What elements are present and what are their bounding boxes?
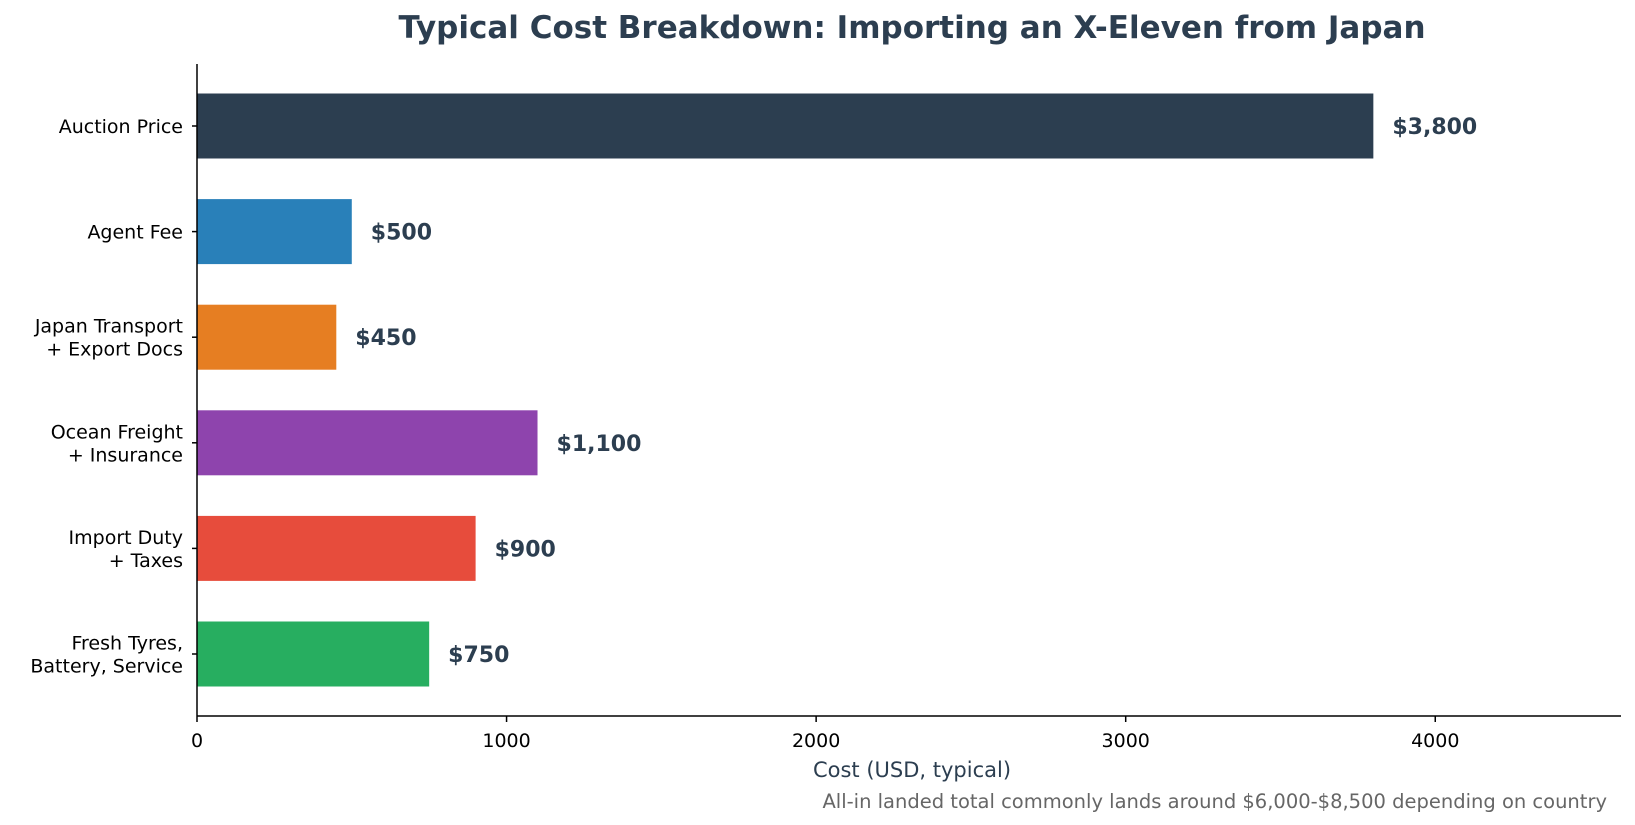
x-tick-label: 3000 <box>1102 730 1150 752</box>
bar <box>197 621 430 687</box>
value-label: $3,800 <box>1392 115 1477 140</box>
bar <box>197 93 1374 159</box>
x-axis: 0 1000 2000 3000 4000 <box>191 715 1621 752</box>
category-label: Ocean Freight + Insurance <box>51 421 183 466</box>
chart-title: Typical Cost Breakdown: Importing an X-E… <box>398 10 1425 46</box>
category-label: Agent Fee <box>87 222 183 244</box>
bar <box>197 410 538 476</box>
category-label: Japan Transport + Export Docs <box>34 316 183 361</box>
category-labels: Auction Price Agent Fee Japan Transport + E… <box>30 116 197 678</box>
bar <box>197 515 476 581</box>
x-tick-label: 0 <box>191 730 203 752</box>
bar <box>197 199 352 265</box>
category-label: Fresh Tyres, Battery, Service <box>30 633 183 678</box>
value-label: $1,100 <box>557 432 642 457</box>
value-label: $750 <box>448 643 509 668</box>
category-label: Import Duty + Taxes <box>69 527 183 572</box>
value-label: $450 <box>355 326 416 351</box>
x-tick-label: 4000 <box>1411 730 1459 752</box>
value-label: $500 <box>371 221 432 246</box>
value-label: $900 <box>495 537 556 562</box>
x-tick-label: 1000 <box>482 730 530 752</box>
bars-group <box>197 93 1374 687</box>
x-axis-label: Cost (USD, typical) <box>813 758 1011 782</box>
x-tick-label: 2000 <box>792 730 840 752</box>
value-labels: $3,800 $500 $450 $1,100 $900 $750 <box>355 115 1477 668</box>
bar <box>197 304 337 370</box>
footnote: All-in landed total commonly lands aroun… <box>822 790 1607 813</box>
category-label: Auction Price <box>59 116 183 138</box>
